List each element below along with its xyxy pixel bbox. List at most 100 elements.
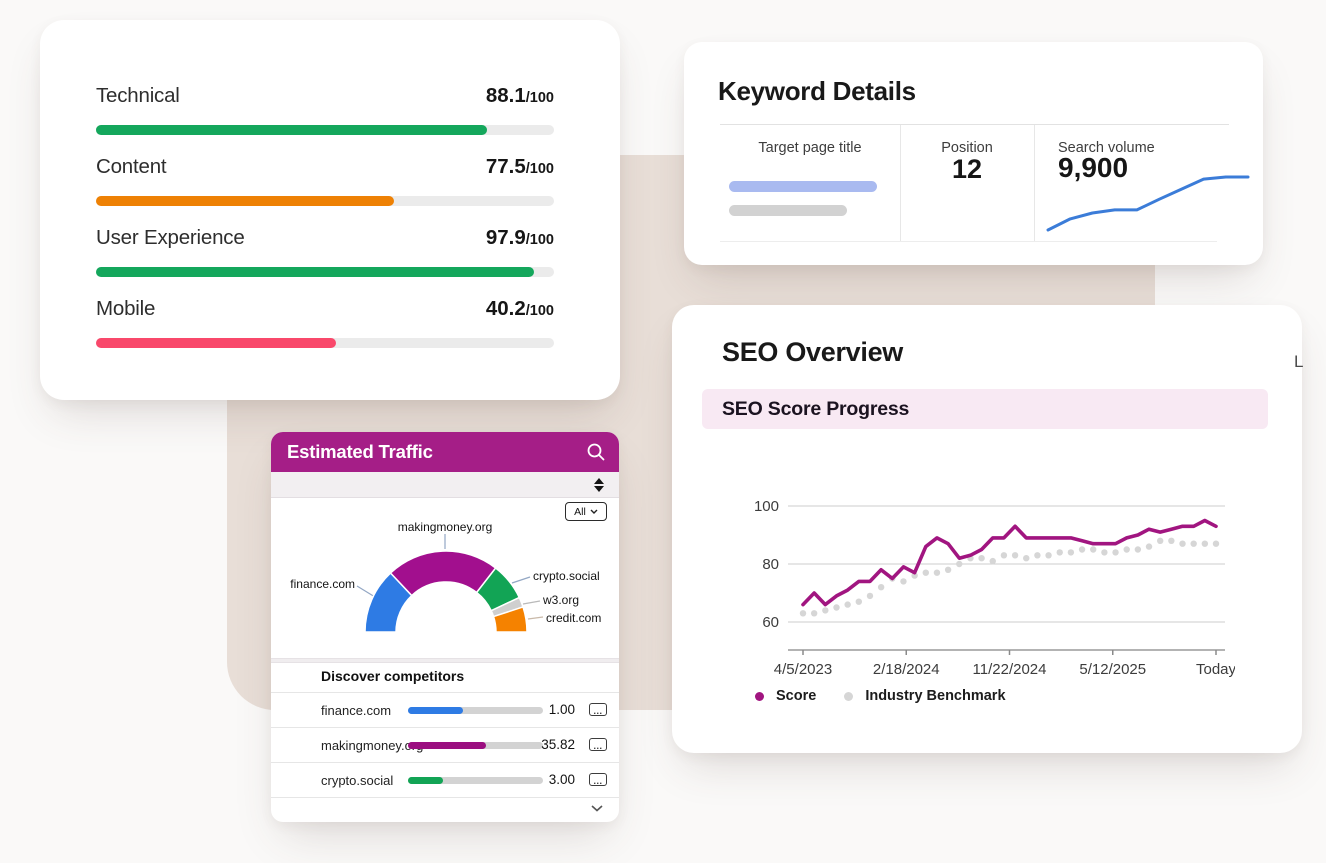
divider — [720, 124, 1229, 125]
traffic-card-title: Estimated Traffic — [287, 441, 433, 462]
score-label: Technical — [96, 84, 180, 107]
score-bar-fill — [96, 125, 488, 135]
legend-dot-benchmark — [844, 691, 854, 701]
svg-text:Today: Today — [1196, 661, 1235, 678]
competitor-bar-fill — [408, 707, 464, 714]
traffic-gauge-area: All makingmoney.org finance.com crypto.s… — [271, 498, 619, 658]
search-volume-sparkline — [1046, 175, 1250, 232]
search-volume-value: 9,900 — [1058, 152, 1129, 183]
score-row: Content 77.5/100 — [96, 155, 554, 211]
divider — [720, 241, 1217, 242]
seo-score-progress-label: SEO Score Progress — [722, 398, 910, 420]
ellipsis-icon: ... — [593, 741, 603, 751]
seo-score-progress-banner[interactable]: SEO Score Progress — [702, 389, 1268, 429]
score-bar-fill — [96, 338, 336, 348]
svg-text:60: 60 — [762, 614, 779, 631]
expand-chevron-icon[interactable] — [591, 805, 603, 812]
gauge-label-w3: w3.org — [543, 593, 580, 607]
competitor-bar-track — [408, 707, 543, 714]
score-bar-fill — [96, 267, 534, 277]
score-bar-track — [96, 267, 554, 277]
svg-text:80: 80 — [762, 556, 779, 573]
column-header-target-page-title: Target page title — [758, 140, 862, 156]
score-label: User Experience — [96, 226, 245, 249]
competitor-row[interactable]: makingmoney.org 35.82 ... — [271, 727, 619, 762]
svg-text:5/12/2025: 5/12/2025 — [1079, 661, 1146, 678]
competitor-name: crypto.social — [321, 773, 394, 788]
column-header-position: Position — [941, 140, 993, 156]
score-bar-track — [96, 125, 554, 135]
gauge-label-crypto: crypto.social — [533, 569, 600, 583]
competitor-bar-fill — [408, 742, 487, 749]
score-bar-track — [96, 196, 554, 206]
gauge-label-credit: credit.com — [546, 611, 602, 625]
position-value: 12 — [951, 154, 983, 184]
score-row: Mobile 40.2/100 — [96, 297, 554, 353]
competitor-bar-fill — [408, 777, 444, 784]
discover-competitors-title: Discover competitors — [321, 668, 465, 684]
competitor-bar-track — [408, 742, 543, 749]
gauge-label-finance: finance.com — [290, 577, 355, 591]
leader-line — [511, 576, 531, 584]
score-row: User Experience 97.9/100 — [96, 226, 554, 282]
score-label: Content — [96, 155, 167, 178]
score-label: Mobile — [96, 297, 156, 320]
ellipsis-icon: ... — [593, 776, 603, 786]
column-divider — [1034, 125, 1035, 241]
ellipsis-icon: ... — [593, 706, 603, 716]
score-breakdown-card: Technical 88.1/100 Content 77.5/100 User… — [40, 20, 620, 400]
svg-text:2/18/2024: 2/18/2024 — [873, 661, 940, 678]
competitor-name: finance.com — [321, 703, 392, 718]
column-divider — [900, 125, 901, 241]
seo-score-progress-chart: 100 80 60 4/5/2023 2/18/2024 11/22/2024 5/12/2… — [754, 498, 1235, 678]
chart-legend: Score Industry Benchmark — [755, 688, 1022, 704]
estimated-traffic-card: Estimated Traffic All — [271, 432, 619, 822]
score-value: 77.5/100 — [485, 155, 554, 178]
more-options-button[interactable]: ... — [589, 738, 607, 751]
score-row: Technical 88.1/100 — [96, 84, 554, 140]
competitor-bar-track — [408, 777, 543, 784]
sort-icon[interactable] — [594, 478, 604, 492]
seo-overview-card: SEO Overview SEO Score Progress 100 80 60 4… — [672, 305, 1302, 753]
leader-line — [356, 585, 376, 598]
score-value: 97.9/100 — [485, 226, 554, 249]
toolbar-strip — [271, 472, 619, 498]
keyword-details-title: Keyword Details — [718, 76, 916, 106]
score-bar-fill — [96, 196, 395, 206]
stray-letter: L — [1294, 352, 1304, 371]
keyword-details-card: Keyword Details Target page title Positi… — [684, 42, 1263, 265]
svg-text:4/5/2023: 4/5/2023 — [774, 661, 832, 678]
competitor-name: makingmoney.org — [321, 738, 424, 753]
competitor-value: 3.00 — [548, 772, 575, 787]
more-options-button[interactable]: ... — [589, 703, 607, 716]
legend-label-score: Score — [776, 688, 817, 704]
legend-label-benchmark: Industry Benchmark — [865, 688, 1006, 704]
leader-line — [527, 616, 544, 620]
legend-dot-score — [755, 691, 764, 701]
list-footer — [271, 797, 619, 822]
competitor-value: 1.00 — [548, 702, 575, 717]
leader-line — [522, 600, 541, 605]
skeleton-bar-secondary — [729, 205, 847, 216]
column-header-search-volume: Search volume — [1058, 140, 1155, 156]
seo-overview-title: SEO Overview — [722, 337, 903, 367]
svg-text:11/22/2024: 11/22/2024 — [973, 661, 1047, 678]
score-bar-track — [96, 338, 554, 348]
traffic-card-header: Estimated Traffic — [271, 432, 619, 472]
competitor-row[interactable]: crypto.social 3.00 ... — [271, 762, 619, 797]
filter-dropdown-value: All — [574, 505, 586, 518]
competitor-row[interactable]: finance.com 1.00 ... — [271, 692, 619, 727]
score-value: 88.1/100 — [485, 84, 554, 107]
score-value: 40.2/100 — [485, 297, 554, 320]
section-divider — [271, 658, 619, 663]
filter-dropdown[interactable]: All — [565, 502, 607, 521]
chevron-down-icon — [590, 509, 598, 514]
traffic-share-gauge — [356, 534, 544, 633]
svg-text:100: 100 — [754, 498, 779, 515]
gauge-label-makingmoney: makingmoney.org — [397, 520, 493, 534]
skeleton-bar-primary — [729, 181, 877, 192]
search-icon[interactable] — [586, 442, 606, 462]
more-options-button[interactable]: ... — [589, 773, 607, 786]
competitor-value: 35.82 — [541, 737, 575, 752]
